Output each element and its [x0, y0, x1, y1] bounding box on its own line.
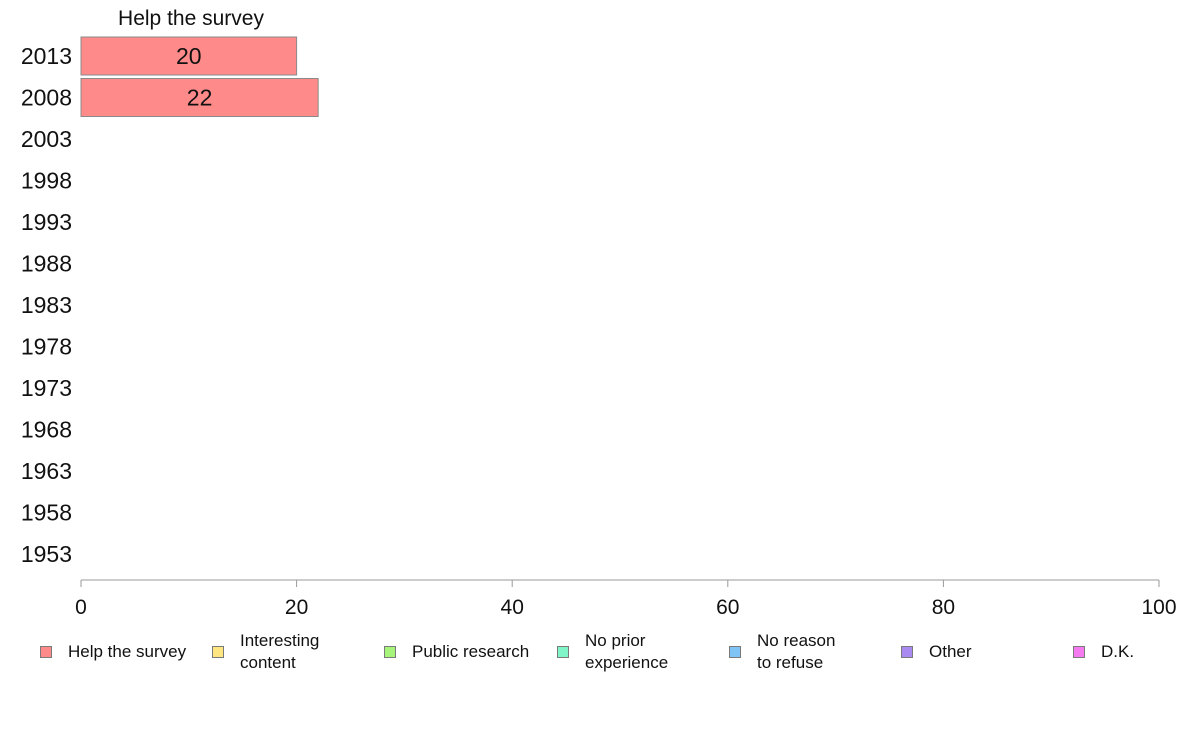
- x-tick-label: 0: [75, 596, 87, 619]
- y-tick-label: 2008: [21, 85, 72, 111]
- legend-label: Help the survey: [68, 642, 187, 661]
- y-tick-label: 1958: [21, 500, 72, 526]
- y-tick-label: 2013: [21, 43, 72, 69]
- bar-segment: [80, 36, 298, 76]
- legend-label: Other: [929, 642, 972, 661]
- y-tick-label: 2003: [21, 126, 72, 152]
- legend-item: Public research: [384, 630, 529, 674]
- legend-item: Help the survey: [40, 630, 186, 674]
- legend-item: Interesting content: [212, 630, 319, 674]
- x-tick-label: 80: [932, 596, 955, 619]
- legend-label: No prior experience: [585, 631, 669, 672]
- y-tick-label: 1998: [21, 168, 72, 194]
- legend-swatch: [901, 646, 913, 658]
- bar-value-label: 22: [187, 85, 213, 111]
- y-tick-label: 1988: [21, 251, 72, 277]
- y-tick-label: 1993: [21, 209, 72, 235]
- y-tick-label: 1963: [21, 458, 72, 484]
- legend-swatch: [384, 646, 396, 658]
- column-header: Help the survey: [118, 7, 264, 30]
- bar-value-label: 20: [176, 43, 202, 69]
- legend-swatch: [1073, 646, 1085, 658]
- y-tick-labels: 2013 2008 2003 1998 1993 1988 1983 1978 1973 1968…: [21, 43, 72, 567]
- y-tick-label: 1983: [21, 292, 72, 318]
- legend-label: No reason to refuse: [757, 631, 836, 672]
- y-tick-label: 1953: [21, 541, 72, 567]
- y-tick-label: 1973: [21, 375, 72, 401]
- legend-swatch: [40, 646, 52, 658]
- x-tick-label: 20: [285, 596, 308, 619]
- legend-item: D.K.: [1073, 630, 1134, 674]
- bar-segment: [80, 78, 319, 117]
- legend-item: No prior experience: [557, 630, 668, 674]
- legend-swatch: [212, 646, 224, 658]
- x-tick-label: 100: [1141, 596, 1176, 619]
- legend-item: No reason to refuse: [729, 630, 835, 674]
- legend-label: Interesting content: [240, 631, 320, 672]
- x-tick-label: 60: [716, 596, 739, 619]
- legend: Help the survey Interesting content Public…: [0, 628, 1188, 678]
- legend-label: Public research: [412, 642, 530, 661]
- x-axis: 0 20 40 60 80 100: [75, 579, 1177, 619]
- legend-swatch: [729, 646, 741, 658]
- y-tick-label: 1978: [21, 334, 72, 360]
- x-tick-label: 40: [501, 596, 524, 619]
- legend-label: D.K.: [1101, 642, 1135, 661]
- y-tick-label: 1968: [21, 417, 72, 443]
- legend-swatch: [557, 646, 569, 658]
- legend-item: Other: [901, 630, 972, 674]
- bars-group: [80, 36, 319, 117]
